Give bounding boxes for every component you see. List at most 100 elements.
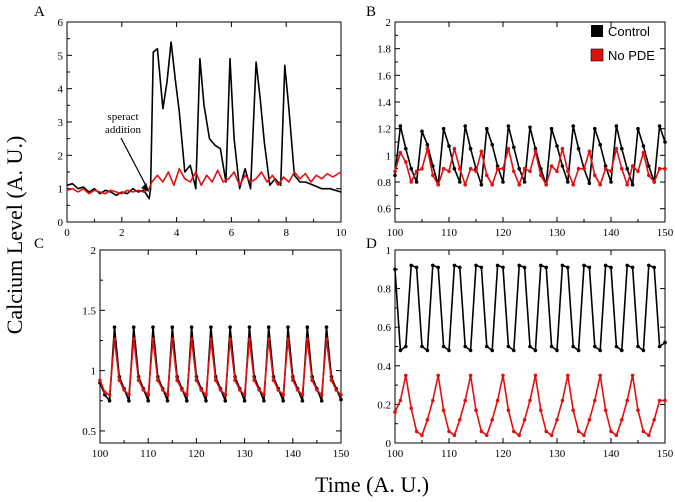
y-tick-label: 4 <box>58 84 64 96</box>
y-tick-label: 1.6 <box>377 70 391 82</box>
data-point-no-pde <box>549 164 554 168</box>
data-point-no-pde <box>185 393 189 397</box>
data-point-no-pde <box>194 378 199 383</box>
data-point-no-pde <box>404 160 408 164</box>
data-point-no-pde <box>614 433 619 438</box>
data-point-no-pde <box>625 398 629 403</box>
data-point-no-pde <box>598 182 602 187</box>
data-point-no-pde <box>468 373 473 378</box>
data-point-no-pde <box>112 337 117 342</box>
data-point-control <box>630 265 635 270</box>
data-point-control <box>447 144 451 148</box>
data-point-control <box>414 265 419 270</box>
data-point-no-pde <box>291 378 295 383</box>
y-tick-label: 1.2 <box>377 124 391 136</box>
data-point-control <box>522 265 527 270</box>
data-point-control <box>549 126 554 131</box>
data-point-control <box>151 325 155 330</box>
data-point-control <box>533 348 538 353</box>
data-point-control <box>512 348 516 353</box>
data-point-no-pde <box>436 373 441 378</box>
y-tick-label: 1.4 <box>377 97 391 109</box>
data-point-control <box>495 263 500 268</box>
data-point-control <box>468 348 473 353</box>
data-point-no-pde <box>479 429 484 434</box>
data-point-control <box>425 142 430 147</box>
data-point-no-pde <box>479 149 484 154</box>
data-point-control <box>593 344 597 349</box>
data-point-no-pde <box>495 398 500 403</box>
data-point-control <box>614 124 619 128</box>
data-point-no-pde <box>463 182 468 187</box>
data-point-control <box>490 348 495 353</box>
data-point-no-pde <box>295 388 300 392</box>
data-point-control <box>319 399 324 403</box>
data-point-no-pde <box>647 433 651 438</box>
data-point-no-pde <box>468 166 473 171</box>
data-point-control <box>657 124 662 128</box>
data-point-no-pde <box>593 398 597 403</box>
data-point-control <box>165 399 170 403</box>
data-point-no-pde <box>571 408 575 413</box>
data-point-no-pde <box>271 378 276 383</box>
data-point-no-pde <box>122 388 126 392</box>
data-point-control <box>204 399 208 403</box>
data-point-control <box>566 265 570 270</box>
series-line-control <box>66 41 342 200</box>
data-point-no-pde <box>127 393 131 397</box>
data-point-control <box>209 325 213 330</box>
data-point-no-pde <box>300 393 305 397</box>
data-point-control <box>404 344 408 349</box>
data-point-control <box>393 267 397 272</box>
data-point-no-pde <box>223 393 228 397</box>
data-point-no-pde <box>420 433 424 438</box>
panel-letter: B <box>366 4 376 20</box>
data-point-control <box>414 180 419 184</box>
data-point-control <box>598 348 602 353</box>
data-point-control <box>247 325 252 330</box>
x-tick-label: 120 <box>188 448 205 460</box>
legend-label-no-pde: No PDE <box>608 48 655 63</box>
data-point-control <box>641 144 646 148</box>
data-point-no-pde <box>458 418 462 422</box>
data-point-control <box>603 263 608 268</box>
data-point-no-pde <box>117 378 122 383</box>
data-point-control <box>620 348 624 353</box>
data-point-no-pde <box>566 169 570 174</box>
y-tick-label: 1 <box>386 245 392 257</box>
data-point-control <box>393 173 397 178</box>
data-point-no-pde <box>107 393 112 397</box>
data-point-no-pde <box>490 418 495 422</box>
x-tick-label: 100 <box>92 448 109 460</box>
data-point-no-pde <box>512 429 516 434</box>
annotation-arrow-shaft <box>120 137 148 189</box>
data-point-no-pde <box>501 166 505 171</box>
data-point-control <box>501 180 505 184</box>
data-point-control <box>441 344 446 349</box>
data-point-no-pde <box>587 418 592 422</box>
data-point-no-pde <box>582 166 586 171</box>
data-point-no-pde <box>582 433 586 438</box>
data-point-no-pde <box>620 418 624 422</box>
data-point-no-pde <box>603 408 608 413</box>
y-tick-label: 0.8 <box>377 177 391 189</box>
data-point-control <box>598 142 602 147</box>
panel-c: C 100 110 120 130 140 150 0.5 1 1.5 2 <box>34 236 350 460</box>
y-tick-label: 0.4 <box>377 361 391 373</box>
data-point-no-pde <box>663 166 667 171</box>
data-point-no-pde <box>329 378 334 383</box>
data-point-no-pde <box>420 166 424 171</box>
data-point-no-pde <box>204 393 208 397</box>
data-point-control <box>107 399 112 403</box>
data-point-control <box>517 263 521 268</box>
y-tick-label: 1 <box>386 150 392 162</box>
data-point-no-pde <box>625 182 629 187</box>
data-point-no-pde <box>414 169 419 174</box>
data-point-no-pde <box>276 388 281 392</box>
data-point-no-pde <box>593 173 597 178</box>
series-line-no-pde <box>394 374 665 437</box>
data-point-control <box>652 265 656 270</box>
data-point-control <box>571 124 575 128</box>
data-point-no-pde <box>544 182 548 187</box>
